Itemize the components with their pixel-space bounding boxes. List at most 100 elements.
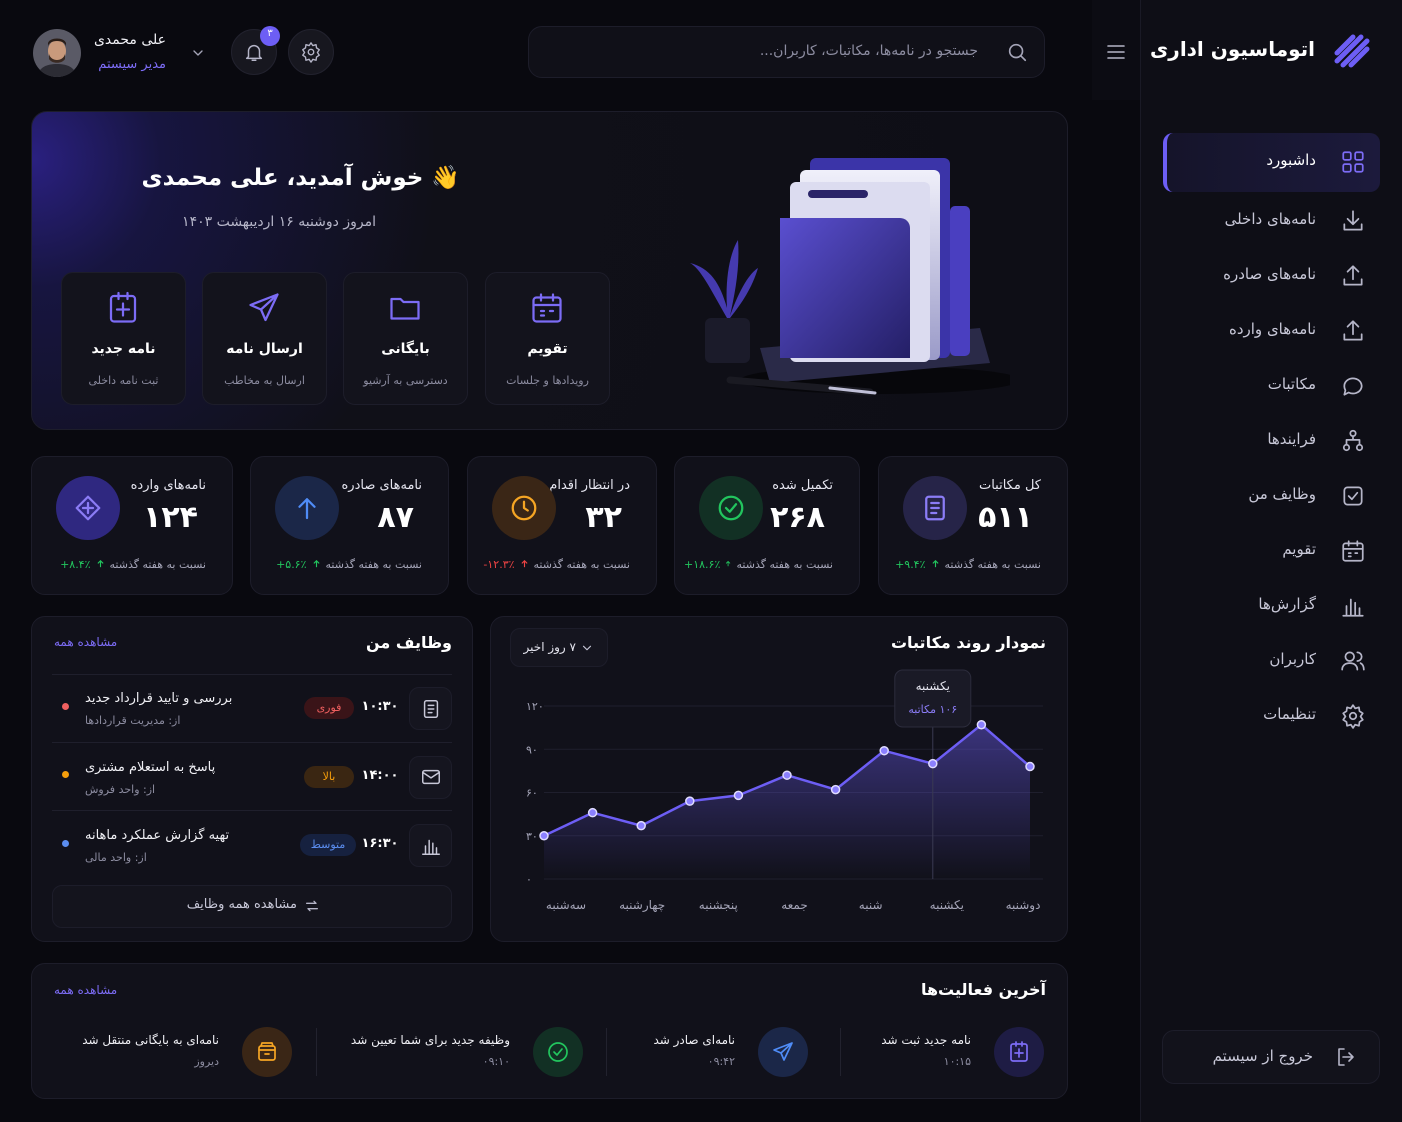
activity-title: نامه‌ای صادر شد — [653, 1033, 735, 1047]
badge-count: ۳ — [267, 28, 273, 39]
nav-item[interactable]: نامه‌های وارده — [1228, 320, 1316, 338]
header-strip — [1092, 0, 1140, 100]
arrow-icon — [932, 559, 938, 568]
task-from: از: مدیریت قراردادها — [85, 714, 181, 727]
activities-card — [31, 963, 1068, 1099]
quick-action[interactable] — [485, 272, 610, 405]
divider — [316, 1028, 317, 1076]
priority-tag: بالا — [304, 765, 354, 788]
tasks-button-label[interactable]: مشاهده همه وظایف — [186, 897, 297, 912]
nav-item[interactable]: فرایندها — [1267, 430, 1316, 448]
nav-item[interactable]: کاربران — [1269, 650, 1316, 668]
icon — [302, 42, 320, 63]
chart-title: نمودار روند مکاتبات — [890, 633, 1046, 652]
quick-action[interactable] — [61, 272, 186, 405]
x-tick-label: شنبه — [859, 898, 883, 912]
icon — [390, 297, 420, 320]
point — [782, 770, 792, 780]
stat-note: نسبت به هفته گذشته — [109, 558, 206, 571]
task-title[interactable]: پاسخ به استعلام مشتری — [85, 759, 216, 775]
arrow-icon — [97, 559, 103, 568]
task-time: ۱۴:۰۰ — [361, 767, 399, 783]
icon — [75, 495, 101, 521]
icon — [1342, 151, 1364, 173]
x-tick-label: سه‌شنبه — [546, 898, 586, 912]
stat-footer: نسبت به هفته گذشته +۸.۴٪ — [41, 558, 206, 571]
icon — [306, 900, 318, 912]
point — [879, 745, 889, 756]
tasks-button[interactable] — [52, 885, 452, 928]
quick-action-title[interactable]: تقویم — [527, 341, 568, 357]
user-name: علی محمدی — [93, 32, 166, 48]
quick-action-title[interactable]: ارسال نامه — [226, 341, 303, 357]
tasks-link[interactable]: مشاهده همه — [54, 635, 118, 649]
icon — [1341, 651, 1365, 671]
activities-title: آخرین فعالیت‌ها — [920, 980, 1046, 999]
stat-value: ۲۶۸ — [770, 500, 825, 535]
x-tick-label: جمعه — [781, 898, 808, 912]
icon — [1107, 45, 1125, 59]
nav-item[interactable]: تنظیمات — [1263, 705, 1316, 723]
icon — [298, 498, 316, 520]
x-tick-label: چهارشنبه — [619, 898, 665, 913]
x-tick-label: یکشنبه — [930, 898, 964, 912]
stat-value: ۳۲ — [585, 500, 622, 535]
icon — [421, 839, 440, 855]
divider — [606, 1028, 607, 1076]
task-icon — [409, 755, 452, 799]
icon — [109, 291, 137, 323]
priority-dot — [61, 839, 69, 847]
point — [928, 758, 938, 769]
divider — [52, 741, 452, 743]
quick-action-subtitle[interactable]: رویدادها و جلسات — [506, 374, 589, 387]
stat-change: -۱۲.۳٪ — [483, 558, 515, 571]
icon — [249, 293, 279, 322]
quick-action-subtitle[interactable]: ثبت نامه داخلی — [88, 374, 159, 387]
quick-action-title[interactable]: نامه جدید — [91, 341, 156, 357]
nav-item[interactable]: نامه‌های داخلی — [1224, 210, 1316, 228]
nav-item[interactable]: وظایف من — [1248, 485, 1316, 503]
divider — [840, 1028, 841, 1076]
point — [976, 719, 987, 730]
nav-item[interactable]: داشبورد — [1266, 151, 1316, 169]
line-area — [544, 724, 1030, 879]
search-placeholder[interactable]: جستجو در نامه‌ها، مکاتبات، کاربران... — [759, 43, 978, 59]
range-selector[interactable] — [510, 628, 608, 667]
task-title[interactable]: تهیه گزارش عملکرد ماهانه — [85, 828, 230, 843]
icon — [423, 699, 438, 718]
activities-link[interactable]: مشاهده همه — [54, 983, 118, 997]
nav-item[interactable]: مکاتبات — [1267, 375, 1316, 393]
tasks-title: وظایف من — [366, 633, 452, 652]
quick-action-title[interactable]: بایگانی — [381, 341, 430, 357]
icon — [1343, 377, 1363, 396]
logout-label[interactable]: خروج از سیستم — [1212, 1047, 1313, 1065]
stat-change: +۵.۶٪ — [276, 558, 307, 571]
arrow-icon — [521, 559, 527, 568]
icon — [193, 50, 203, 56]
stat-note: نسبت به هفته گذشته — [944, 558, 1041, 571]
activity-icon — [533, 1027, 583, 1077]
task-title[interactable]: بررسی و تایید قرارداد جدید — [85, 691, 233, 706]
quick-action-subtitle[interactable]: ارسال به مخاطب — [224, 374, 305, 387]
search-box — [528, 26, 1045, 78]
icon — [1342, 540, 1364, 562]
point — [685, 796, 695, 806]
range-label[interactable]: ۷ روز اخیر — [523, 640, 576, 654]
stat-label: در انتظار اقدام — [549, 478, 630, 493]
badge — [260, 26, 280, 46]
icon — [1342, 429, 1364, 452]
quick-action-subtitle[interactable]: دسترسی به آرشیو — [363, 374, 448, 387]
quick-action[interactable] — [343, 272, 468, 405]
welcome-title: 👋 خوش آمدید، علی محمدی — [141, 165, 460, 191]
icon — [925, 495, 945, 521]
stat-label: کل مکاتبات — [978, 478, 1041, 493]
priority-dot — [61, 771, 69, 778]
nav-item[interactable]: تقویم — [1282, 540, 1316, 558]
activity-title: نامه جدید ثبت شد — [881, 1033, 971, 1047]
activity-time: ۰۹:۱۰ — [482, 1055, 510, 1068]
nav-item[interactable]: نامه‌های صادره — [1223, 265, 1316, 283]
activity-icon — [242, 1027, 292, 1077]
quick-action[interactable] — [202, 272, 327, 405]
nav-item[interactable]: گزارش‌ها — [1258, 595, 1316, 613]
